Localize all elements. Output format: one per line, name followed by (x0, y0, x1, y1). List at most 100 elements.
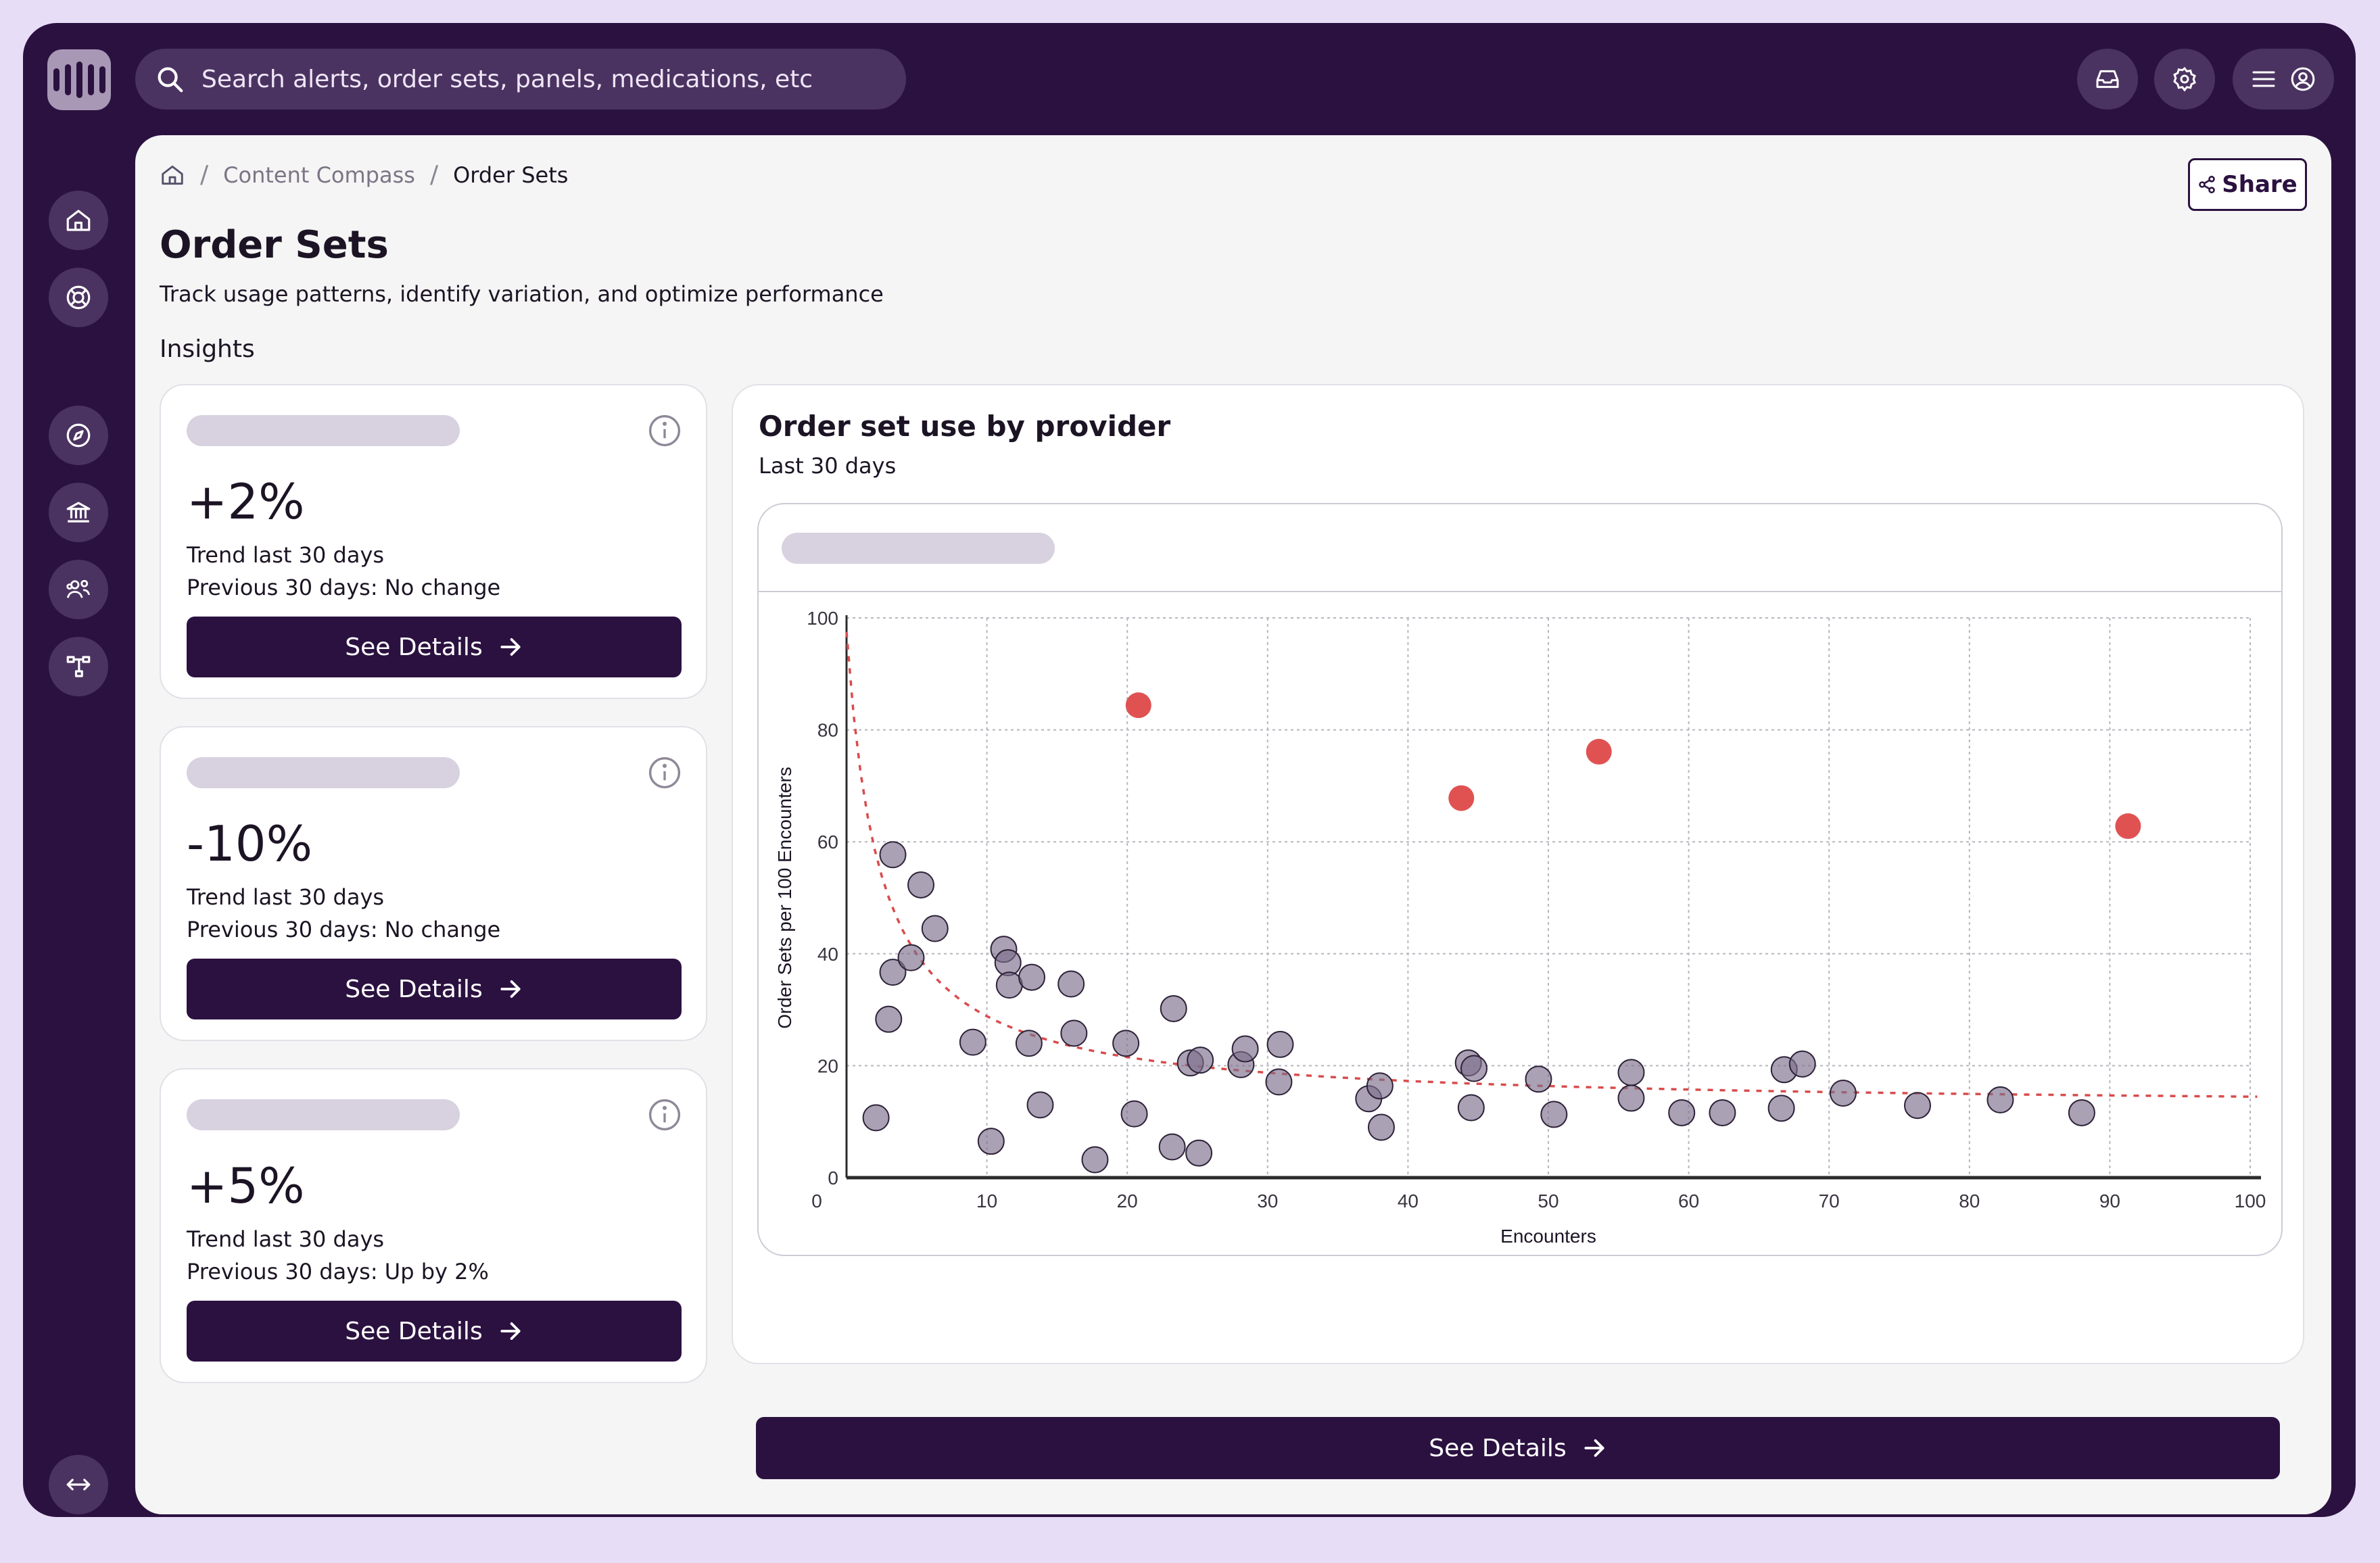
arrow-right-icon (1584, 1439, 1604, 1457)
data-point (1018, 963, 1046, 991)
breadcrumb-content-compass[interactable]: Content Compass (223, 162, 415, 188)
section-heading: Insights (160, 335, 255, 363)
inbox-button[interactable] (2077, 49, 2138, 110)
data-point (1081, 1146, 1109, 1174)
network-icon (66, 656, 91, 677)
button-label: See Details (345, 1317, 483, 1345)
x-tick-label: 70 (1819, 1191, 1840, 1211)
data-point (875, 1005, 903, 1033)
y-tick-label: 40 (817, 944, 838, 965)
loading-placeholder (187, 757, 460, 788)
loading-placeholder (187, 1099, 460, 1130)
outlier-point (1125, 692, 1151, 719)
button-label: See Details (1429, 1434, 1567, 1462)
chart-container: 0 10 20 30 40 50 60 70 80 90 100 0 20 40 60 80 100 Encou… (757, 503, 2283, 1256)
data-point (1540, 1101, 1568, 1128)
info-icon[interactable] (646, 412, 683, 449)
data-point (977, 1128, 1005, 1155)
data-point (879, 841, 907, 869)
insight-value: +2% (187, 473, 305, 530)
button-label: See Details (345, 975, 483, 1003)
arrow-right-icon (500, 638, 521, 656)
nav-institution[interactable] (49, 483, 108, 542)
data-point (1366, 1072, 1394, 1100)
insight-value: +5% (187, 1157, 305, 1214)
x-tick-label: 100 (2235, 1191, 2266, 1211)
nav-home[interactable] (49, 191, 108, 250)
account-menu-button[interactable] (2233, 49, 2334, 110)
data-point (879, 959, 907, 986)
settings-button[interactable] (2154, 49, 2215, 110)
info-icon[interactable] (646, 1097, 683, 1133)
x-tick-label: 20 (1117, 1191, 1138, 1211)
outlier-point (1448, 785, 1475, 811)
see-details-button[interactable]: See Details (187, 617, 682, 677)
bank-icon (66, 502, 91, 523)
data-point (1112, 1030, 1140, 1057)
data-point (1460, 1055, 1488, 1082)
share-icon (2199, 176, 2216, 193)
see-details-button[interactable]: See Details (187, 1301, 682, 1362)
data-point (1986, 1086, 2014, 1113)
data-point (1265, 1068, 1293, 1096)
nav-support[interactable] (49, 268, 108, 327)
gear-icon (2173, 67, 2196, 92)
nav-users[interactable] (49, 560, 108, 619)
chart-ticks: 0 10 20 30 40 50 60 70 80 90 100 0 20 40 60 80 100 (807, 608, 2266, 1211)
x-tick-label: 50 (1538, 1191, 1558, 1211)
search-icon (158, 67, 183, 93)
scatter-plot: 0 10 20 30 40 50 60 70 80 90 100 0 20 40 60 80 100 Encou… (774, 608, 2266, 1247)
x-tick-label: 0 (811, 1191, 822, 1211)
data-point (1231, 1035, 1259, 1063)
see-details-button[interactable]: See Details (756, 1417, 2280, 1479)
trend-line (845, 631, 2258, 1098)
info-icon[interactable] (646, 754, 683, 791)
y-axis-label: Order Sets per 100 Encounters (774, 767, 795, 1029)
nav-content-compass[interactable] (49, 406, 108, 465)
insight-trend-label: Trend last 30 days (187, 884, 385, 910)
y-tick-label: 100 (807, 608, 838, 629)
see-details-button[interactable]: See Details (187, 959, 682, 1019)
data-point (1120, 1100, 1148, 1128)
data-point (1185, 1139, 1213, 1167)
expand-icon (66, 1478, 91, 1491)
insight-card: +2% Trend last 30 days Previous 30 days:… (160, 384, 707, 699)
user-icon (2291, 67, 2315, 91)
nav-expand-toggle[interactable] (49, 1455, 108, 1514)
insight-card: -10% Trend last 30 days Previous 30 days… (160, 726, 707, 1041)
chart-points (862, 692, 2141, 1174)
page-subtitle: Track usage patterns, identify variation… (160, 281, 884, 307)
nav-network[interactable] (49, 637, 108, 696)
outlier-point (1586, 738, 1612, 765)
data-point (1160, 994, 1187, 1022)
chart-subtitle: Last 30 days (759, 453, 897, 479)
x-tick-label: 40 (1398, 1191, 1419, 1211)
data-point (1015, 1030, 1043, 1057)
main-content: / Content Compass / Order Sets Share Ord… (135, 135, 2331, 1514)
data-point (1617, 1059, 1645, 1086)
chart-title: Order set use by provider (759, 410, 1171, 443)
page-title: Order Sets (160, 223, 389, 267)
data-point (1788, 1050, 1816, 1078)
data-point (1829, 1079, 1857, 1107)
compass-icon (66, 423, 91, 448)
share-button[interactable]: Share (2188, 158, 2307, 211)
app-logo[interactable] (47, 49, 111, 110)
insight-previous: Previous 30 days: No change (187, 575, 501, 600)
home-icon[interactable] (160, 162, 185, 188)
arrow-right-icon (500, 1322, 521, 1340)
x-tick-label: 60 (1678, 1191, 1699, 1211)
data-point (1457, 1094, 1485, 1122)
search-input[interactable]: Search alerts, order sets, panels, medic… (135, 49, 906, 110)
breadcrumb-separator: / (200, 161, 209, 189)
arrow-right-icon (500, 980, 521, 998)
x-tick-label: 80 (1959, 1191, 1980, 1211)
data-point (1709, 1099, 1736, 1126)
data-point (1060, 1019, 1088, 1047)
data-point (907, 871, 935, 898)
data-point (1903, 1092, 1931, 1120)
x-tick-label: 30 (1257, 1191, 1278, 1211)
loading-placeholder (782, 533, 1055, 564)
y-tick-label: 60 (817, 832, 838, 852)
y-tick-label: 0 (828, 1168, 838, 1188)
